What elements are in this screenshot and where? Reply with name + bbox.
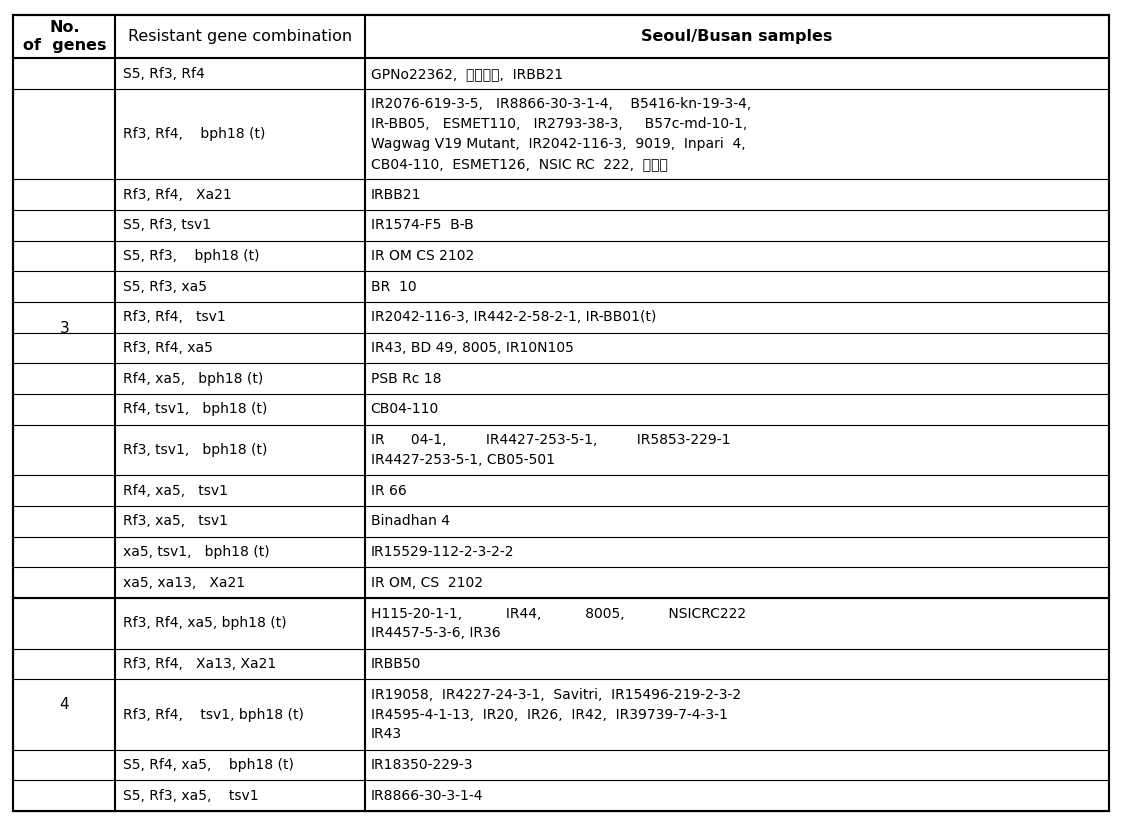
- Text: IR-BB05,   ESMET110,   IR2793-38-3,     B57c-md-10-1,: IR-BB05, ESMET110, IR2793-38-3, B57c-md-…: [370, 117, 747, 131]
- Text: IR2076-619-3-5,   IR8866-30-3-1-4,    B5416-kn-19-3-4,: IR2076-619-3-5, IR8866-30-3-1-4, B5416-k…: [370, 98, 751, 112]
- Text: H115-20-1-1,          IR44,          8005,          NSICRC222: H115-20-1-1, IR44, 8005, NSICRC222: [370, 607, 746, 621]
- Text: Rf3, xa5,   tsv1: Rf3, xa5, tsv1: [123, 515, 228, 529]
- Text: IR1574-F5  B-B: IR1574-F5 B-B: [370, 218, 473, 232]
- Text: xa5, xa13,   Xa21: xa5, xa13, Xa21: [123, 576, 246, 589]
- Text: Resistant gene combination: Resistant gene combination: [128, 29, 352, 44]
- Text: Rf4, xa5,   bph18 (t): Rf4, xa5, bph18 (t): [123, 372, 264, 386]
- Text: IR8866-30-3-1-4: IR8866-30-3-1-4: [370, 789, 484, 803]
- Text: Rf3, tsv1,   bph18 (t): Rf3, tsv1, bph18 (t): [123, 443, 267, 457]
- Text: Binadhan 4: Binadhan 4: [370, 515, 450, 529]
- Text: IR43: IR43: [370, 727, 402, 741]
- Text: IRBB21: IRBB21: [370, 187, 421, 202]
- Text: IR 66: IR 66: [370, 484, 406, 498]
- Text: Rf3, Rf4,    tsv1, bph18 (t): Rf3, Rf4, tsv1, bph18 (t): [123, 708, 304, 722]
- Text: IRBB50: IRBB50: [370, 657, 421, 671]
- Text: S5, Rf3,    bph18 (t): S5, Rf3, bph18 (t): [123, 249, 259, 263]
- Text: PSB Rc 18: PSB Rc 18: [370, 372, 441, 386]
- Text: IR OM, CS  2102: IR OM, CS 2102: [370, 576, 482, 589]
- Text: Rf3, Rf4,   Xa13, Xa21: Rf3, Rf4, Xa13, Xa21: [123, 657, 276, 671]
- Text: 3: 3: [59, 321, 70, 336]
- Text: IR15529-112-2-3-2-2: IR15529-112-2-3-2-2: [370, 545, 514, 559]
- Text: Rf3, Rf4,   tsv1: Rf3, Rf4, tsv1: [123, 310, 226, 324]
- Text: IR18350-229-3: IR18350-229-3: [370, 758, 473, 772]
- Text: Rf3, Rf4,   Xa21: Rf3, Rf4, Xa21: [123, 187, 232, 202]
- Text: IR OM CS 2102: IR OM CS 2102: [370, 249, 473, 263]
- Text: Wagwag V19 Mutant,  IR2042-116-3,  9019,  Inpari  4,: Wagwag V19 Mutant, IR2042-116-3, 9019, I…: [370, 137, 745, 151]
- Text: IR4457-5-3-6, IR36: IR4457-5-3-6, IR36: [370, 626, 500, 640]
- Text: GPNo22362,  백운찰벼,  IRBB21: GPNo22362, 백운찰벼, IRBB21: [370, 67, 563, 80]
- Text: IR4427-253-5-1, CB05-501: IR4427-253-5-1, CB05-501: [370, 453, 554, 467]
- Text: S5, Rf4, xa5,    bph18 (t): S5, Rf4, xa5, bph18 (t): [123, 758, 294, 772]
- Text: Rf4, xa5,   tsv1: Rf4, xa5, tsv1: [123, 484, 228, 498]
- Text: Rf3, Rf4, xa5: Rf3, Rf4, xa5: [123, 341, 213, 355]
- Text: IR      04-1,         IR4427-253-5-1,         IR5853-229-1: IR 04-1, IR4427-253-5-1, IR5853-229-1: [370, 433, 730, 447]
- Text: IR19058,  IR4227-24-3-1,  Savitri,  IR15496-219-2-3-2: IR19058, IR4227-24-3-1, Savitri, IR15496…: [370, 688, 741, 702]
- Text: No.
of  genes: No. of genes: [22, 21, 107, 53]
- Text: CB04-110,  ESMET126,  NSIC RC  222,  남풍벼: CB04-110, ESMET126, NSIC RC 222, 남풍벼: [370, 157, 668, 171]
- Text: IR43, BD 49, 8005, IR10N105: IR43, BD 49, 8005, IR10N105: [370, 341, 573, 355]
- Text: S5, Rf3, Rf4: S5, Rf3, Rf4: [123, 67, 205, 80]
- Text: CB04-110: CB04-110: [370, 402, 439, 416]
- Text: Seoul/Busan samples: Seoul/Busan samples: [641, 29, 833, 44]
- Text: Rf3, Rf4, xa5, bph18 (t): Rf3, Rf4, xa5, bph18 (t): [123, 617, 287, 631]
- Text: S5, Rf3, xa5: S5, Rf3, xa5: [123, 280, 208, 294]
- Text: IR4595-4-1-13,  IR20,  IR26,  IR42,  IR39739-7-4-3-1: IR4595-4-1-13, IR20, IR26, IR42, IR39739…: [370, 708, 727, 722]
- Text: BR  10: BR 10: [370, 280, 416, 294]
- Text: S5, Rf3, xa5,    tsv1: S5, Rf3, xa5, tsv1: [123, 789, 259, 803]
- Text: xa5, tsv1,   bph18 (t): xa5, tsv1, bph18 (t): [123, 545, 269, 559]
- Text: Rf3, Rf4,    bph18 (t): Rf3, Rf4, bph18 (t): [123, 127, 266, 141]
- Text: 4: 4: [59, 697, 70, 712]
- Text: S5, Rf3, tsv1: S5, Rf3, tsv1: [123, 218, 211, 232]
- Text: Rf4, tsv1,   bph18 (t): Rf4, tsv1, bph18 (t): [123, 402, 267, 416]
- Text: IR2042-116-3, IR442-2-58-2-1, IR-BB01(t): IR2042-116-3, IR442-2-58-2-1, IR-BB01(t): [370, 310, 656, 324]
